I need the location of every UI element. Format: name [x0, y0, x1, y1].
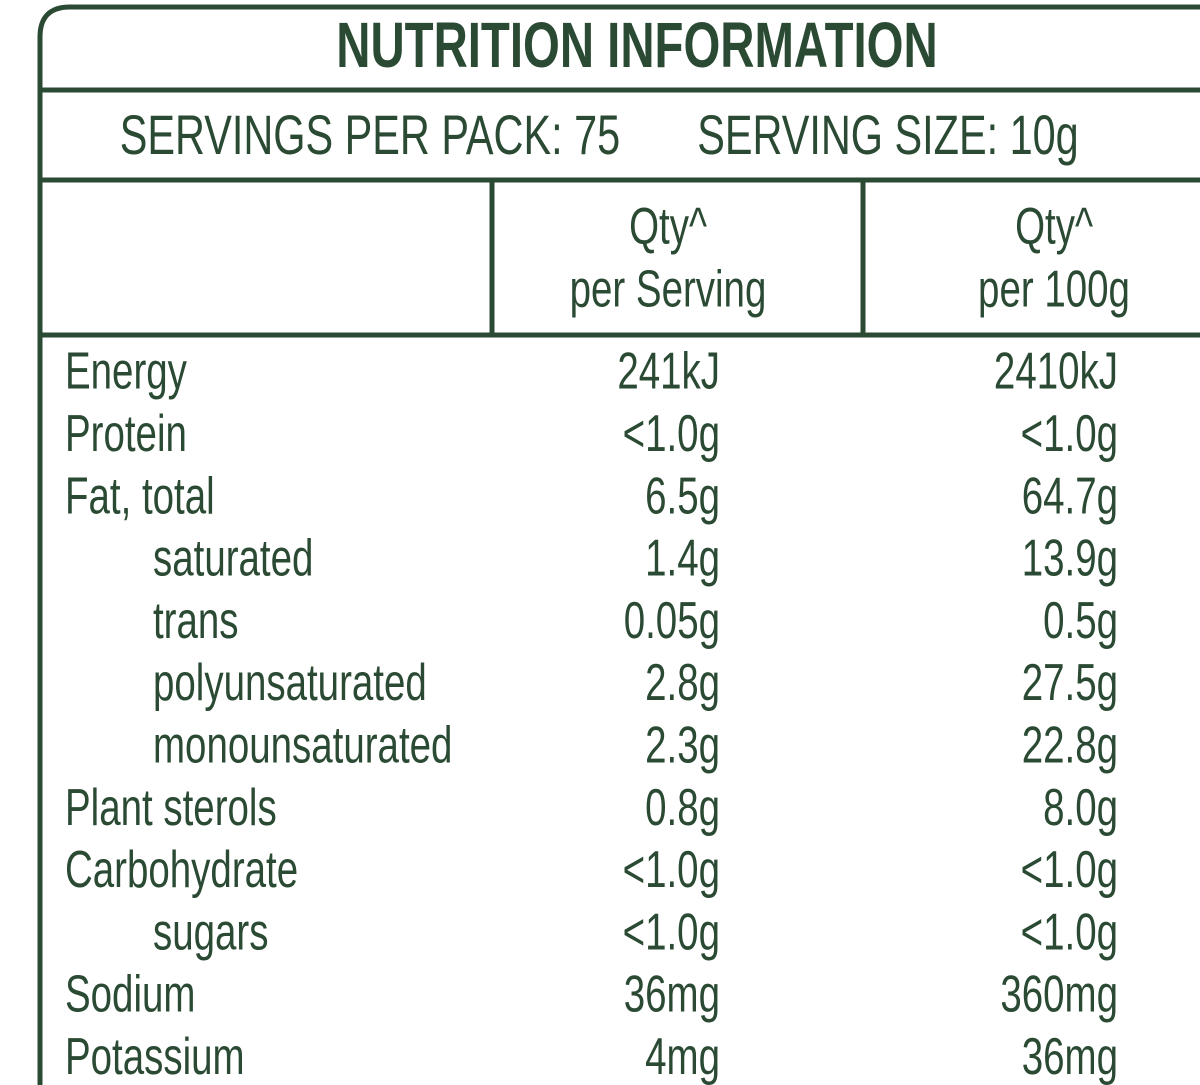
nutrient-name: Protein — [65, 404, 187, 462]
qty-per-serving: 4mg — [645, 1027, 720, 1085]
qty-per-100g: <1.0g — [1021, 404, 1118, 462]
serving-size: SERVING SIZE: 10g — [697, 104, 1078, 167]
qty-per-100g: 64.7g — [1022, 467, 1118, 525]
column-header: Qty^ — [629, 197, 707, 255]
nutrient-name: Fat, total — [65, 467, 215, 525]
title: NUTRITION INFORMATION — [336, 9, 937, 81]
qty-per-100g: 8.0g — [1043, 778, 1118, 836]
qty-per-100g: <1.0g — [1021, 841, 1118, 899]
qty-per-serving: <1.0g — [623, 903, 720, 961]
qty-per-100g: 360mg — [1000, 965, 1118, 1023]
qty-per-100g: 13.9g — [1022, 529, 1118, 587]
qty-per-serving: 36mg — [624, 965, 720, 1023]
qty-per-100g: <1.0g — [1021, 903, 1118, 961]
qty-per-serving: 0.05g — [624, 591, 720, 649]
qty-per-100g: 2410kJ — [994, 342, 1118, 400]
nutrient-name: Plant sterols — [65, 778, 277, 836]
nutrient-name: monounsaturated — [153, 716, 452, 774]
qty-per-serving: 2.3g — [645, 716, 720, 774]
qty-per-serving: 1.4g — [645, 529, 720, 587]
nutrient-name: sugars — [153, 903, 268, 961]
nutrient-name: Carbohydrate — [65, 841, 298, 899]
qty-per-serving: <1.0g — [623, 404, 720, 462]
qty-per-100g: 0.5g — [1043, 591, 1118, 649]
qty-per-serving: 2.8g — [645, 654, 720, 712]
servings-per-pack: SERVINGS PER PACK: 75 — [120, 104, 620, 167]
qty-per-100g: 36mg — [1022, 1027, 1118, 1085]
column-header: Qty^ — [1015, 197, 1093, 255]
nutrient-name: Sodium — [65, 965, 195, 1023]
nutrient-name: polyunsaturated — [153, 654, 427, 712]
qty-per-serving: 6.5g — [645, 467, 720, 525]
qty-per-serving: 0.8g — [645, 778, 720, 836]
nutrient-name: Potassium — [65, 1027, 245, 1085]
panel-border — [37, 4, 1200, 1085]
qty-per-100g: 27.5g — [1022, 654, 1118, 712]
nutrient-name: Energy — [65, 342, 187, 400]
qty-per-100g: 22.8g — [1022, 716, 1118, 774]
qty-per-serving: <1.0g — [623, 841, 720, 899]
nutrient-name: trans — [153, 591, 239, 649]
column-header: per 100g — [978, 260, 1130, 318]
column-header: per Serving — [570, 260, 767, 318]
qty-per-serving: 241kJ — [617, 342, 720, 400]
nutrient-name: saturated — [153, 529, 313, 587]
